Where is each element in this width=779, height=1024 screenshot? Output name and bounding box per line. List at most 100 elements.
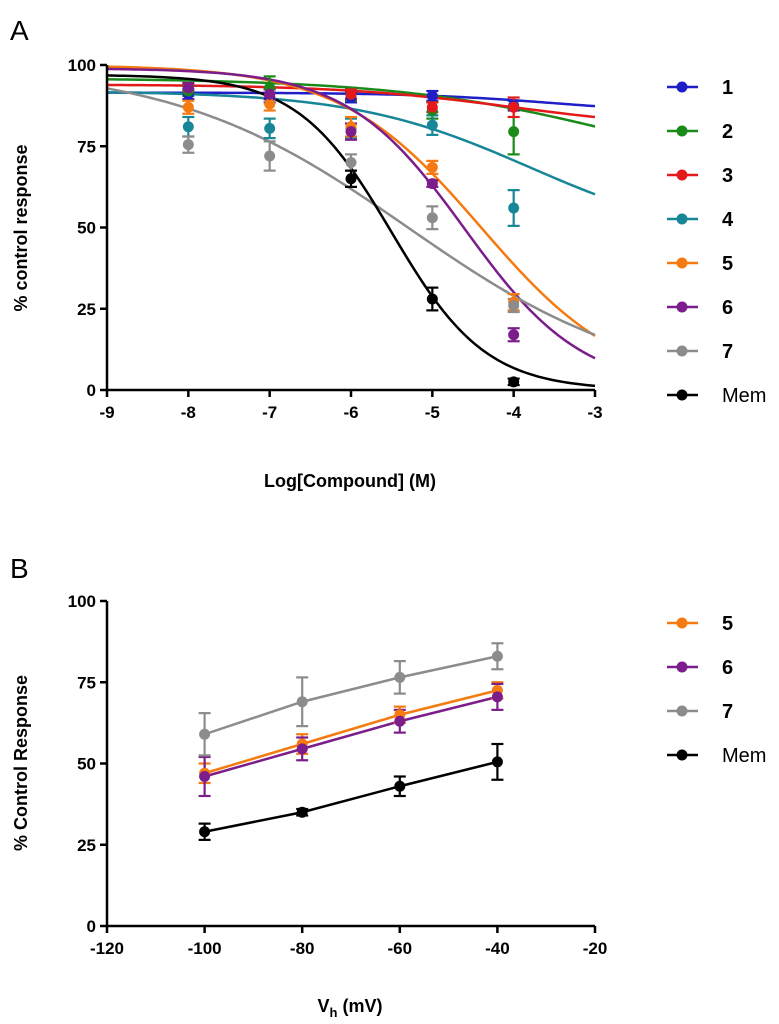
panel-a-series-7-point (345, 157, 357, 168)
panel-a-series-3-point (508, 101, 520, 113)
panel-a-series-1-legend-label: 1 (722, 77, 733, 99)
panel-b-x-tick-label: -120 (90, 939, 124, 958)
panel-a-y-tick-label: 50 (77, 219, 96, 238)
panel-a-series-1-legend-marker (676, 81, 688, 93)
panel-b-x-axis-title-main: V (318, 996, 330, 1016)
panel-a-series-4-legend-marker (676, 213, 688, 225)
panel-b-series-mem-legend-marker (676, 749, 688, 761)
panel-b-series-mem-point (394, 780, 406, 792)
panel-a-x-tick-label: -3 (587, 403, 602, 422)
panel-a-series-3-legend-label: 3 (722, 165, 733, 187)
panel-b-x-tick-label: -20 (583, 939, 608, 958)
panel-b-series-7-point (394, 671, 406, 683)
panel-b-series-6-legend-label: 6 (722, 657, 733, 679)
panel-b-series-mem-point (199, 826, 211, 838)
panel-a-series-6-point (426, 178, 438, 190)
panel-a-label: A (10, 15, 29, 46)
panel-a-x-tick-label: -6 (343, 403, 358, 422)
panel-b-axes: 0 25 50 75 100 -120 -100 -80 -60 -40 -20 (68, 592, 608, 958)
panel-b-x-tick-label: -40 (485, 939, 510, 958)
panel-a-series-5-point (182, 101, 194, 113)
panel-a-series-6-point (182, 82, 194, 94)
panel-b-series-7-legend-label: 7 (722, 701, 733, 723)
panel-a-series-6-line (106, 67, 596, 360)
panel-a-series-7-legend-marker (676, 345, 688, 357)
panel-a-series-7-point (426, 212, 438, 224)
panel-a-series-4-point (182, 121, 194, 133)
panel-a-y-axis-title: % control response (11, 144, 31, 311)
panel-b-series-5-legend-marker (676, 617, 688, 629)
panel-a-series-5-legend-label: 5 (722, 253, 733, 275)
panel-a-series-mem-point (508, 376, 520, 388)
panel-b-series-6-point (394, 715, 406, 727)
panel-b-series-6-line (204, 695, 498, 778)
panel-a-points (182, 82, 520, 388)
panel-a-axes: 0 25 50 75 100 -9 -8 -7 -6 -5 -4 -3 (68, 56, 603, 422)
panel-b-series-7-point (491, 650, 503, 662)
panel-b-series-6-legend-marker (676, 661, 688, 673)
panel-b-series-5-legend-label: 5 (722, 613, 733, 635)
panel-a-series-5-point (264, 98, 276, 110)
panel-a-series-4-point (264, 122, 276, 134)
panel-a-series-mem-legend-label: Mem (722, 385, 766, 407)
panel-b-lines (204, 655, 498, 833)
panel-a-series-mem-legend-marker (676, 389, 688, 401)
panel-b-x-tick-label: -60 (388, 939, 413, 958)
panel-a-series-6-point (508, 329, 520, 341)
panel-a-series-6-legend-label: 6 (722, 297, 733, 319)
panel-a-series-3-legend-marker (676, 169, 688, 181)
panel-a-series-6-point (345, 126, 357, 138)
panel-a-x-tick-label: -8 (181, 403, 196, 422)
panel-a-series-4-point (508, 202, 520, 214)
panel-a-series-5-legend-marker (676, 257, 688, 269)
panel-b-series-7-point (199, 728, 211, 740)
panel-b-y-tick-label: 75 (77, 673, 96, 692)
panel-a-x-tick-label: -9 (99, 403, 114, 422)
panel-a-x-tick-label: -5 (425, 403, 440, 422)
panel-b-error-bars (198, 642, 504, 841)
panel-a-series-3-point (345, 88, 357, 100)
panel-b-series-6-point (296, 743, 308, 755)
panel-a-series-2-legend-label: 2 (722, 121, 733, 143)
panel-b-series-5-line (204, 689, 498, 775)
panel-a-series-2-point (508, 126, 520, 138)
panel-a-legend: 1 2 3 4 5 6 7 Mem (667, 77, 766, 407)
panel-b-series-7-line (204, 655, 498, 736)
panel-b-series-mem-legend-label: Mem (722, 745, 766, 767)
panel-a-series-mem-point (345, 173, 357, 185)
panel-a-x-axis-title: Log[Compound] (M) (264, 471, 436, 491)
panel-b-x-axis-title-sub: h (330, 1005, 338, 1020)
panel-a-series-1-point (426, 90, 438, 102)
panel-a-series-7-point (508, 300, 520, 311)
panel-a-series-6-legend-marker (676, 301, 688, 313)
panel-a-y-tick-label: 0 (87, 381, 96, 400)
panel-a-series-5-point (426, 161, 438, 173)
panel-a-series-4-legend-label: 4 (722, 209, 734, 231)
panel-b-points (199, 650, 503, 838)
panel-b-label: B (10, 553, 29, 584)
panel-b-x-axis-title-unit: (mV) (337, 996, 382, 1016)
panel-b-series-mem-line (204, 760, 498, 833)
panel-b-series-7-point (296, 696, 308, 708)
panel-b-series-mem-point (491, 756, 503, 768)
panel-a-series-6-point (264, 88, 276, 100)
panel-b-x-tick-label: -80 (290, 939, 315, 958)
panel-b-series-mem-point (296, 806, 308, 818)
panel-b-series-7-legend-marker (676, 705, 688, 717)
panel-a-series-7-point (182, 139, 194, 151)
panel-a-series-2-legend-marker (676, 125, 688, 137)
panel-a-y-tick-label: 25 (77, 300, 96, 319)
panel-b-y-tick-label: 50 (77, 755, 96, 774)
panel-a-x-tick-label: -4 (506, 403, 522, 422)
panel-a-curves (106, 65, 596, 388)
panel-b-y-tick-label: 0 (87, 917, 96, 936)
panel-a-x-tick-label: -7 (262, 403, 277, 422)
panel-b-series-6-point (199, 771, 211, 782)
panel-a-series-3-point (426, 101, 438, 113)
panel-a-series-7-legend-label: 7 (722, 341, 733, 363)
panel-a-series-7-point (264, 150, 276, 162)
panel-a-series-4-point (426, 119, 438, 131)
panel-b-y-tick-label: 25 (77, 836, 96, 855)
